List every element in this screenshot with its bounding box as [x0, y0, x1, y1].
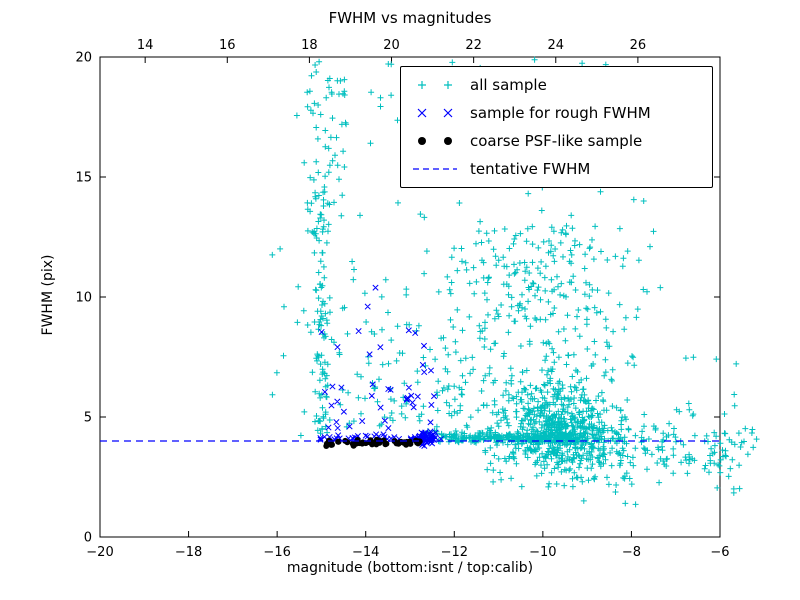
- top-tick-label: 24: [547, 38, 564, 53]
- top-tick-label: 22: [465, 38, 482, 53]
- legend-label: sample for rough FWHM: [470, 104, 651, 122]
- x-tick-label: −12: [441, 545, 468, 560]
- series-coarse-psf-like-sample: [323, 436, 423, 449]
- plus-marker-icon: [418, 81, 452, 89]
- dot-marker-icon: [418, 137, 452, 145]
- y-tick-label: 10: [75, 291, 92, 306]
- legend-box: all sample sample for rough FWHM coarse PS…: [400, 66, 713, 188]
- x-axis-label: magnitude (bottom:isnt / top:calib): [286, 560, 534, 576]
- legend-label: coarse PSF-like sample: [470, 132, 643, 150]
- x-tick-label: −6: [710, 545, 729, 560]
- x-tick-label: −20: [86, 545, 113, 560]
- x-tick-label: −16: [263, 545, 290, 560]
- y-tick-label: 20: [75, 51, 92, 66]
- x-tick-label: −18: [175, 545, 202, 560]
- y-tick-label: 15: [75, 171, 92, 186]
- y-axis-label: FWHM (pix): [40, 254, 56, 336]
- legend-entry-coarse-psf-like-sample: coarse PSF-like sample: [409, 129, 704, 153]
- legend-entry-tentative-fwhm: tentative FWHM: [409, 157, 704, 181]
- top-tick-label: 14: [137, 38, 154, 53]
- y-tick-label: 0: [84, 531, 92, 546]
- top-tick-label: 16: [219, 38, 236, 53]
- top-tick-label: 18: [301, 38, 318, 53]
- top-tick-label: 20: [383, 38, 400, 53]
- top-tick-label: 26: [630, 38, 647, 53]
- x-tick-label: −10: [529, 545, 556, 560]
- legend-entry-all-sample: all sample: [409, 73, 704, 97]
- y-tick-label: 5: [84, 411, 92, 426]
- x-tick-label: −8: [622, 545, 641, 560]
- legend-label: all sample: [470, 76, 547, 94]
- x-marker-icon: [417, 108, 453, 118]
- dashed-line-marker-icon: [413, 168, 457, 170]
- legend-label: tentative FWHM: [470, 160, 591, 178]
- x-tick-label: −14: [352, 545, 379, 560]
- chart-title: FWHM vs magnitudes: [328, 9, 492, 27]
- legend-entry-sample-for-rough-fwhm: sample for rough FWHM: [409, 101, 704, 125]
